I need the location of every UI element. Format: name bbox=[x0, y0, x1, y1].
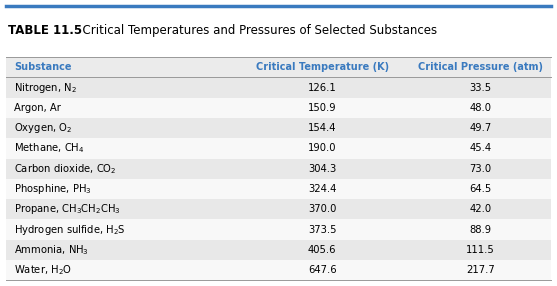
Text: 154.4: 154.4 bbox=[308, 123, 336, 133]
Text: Oxygen, O$_2$: Oxygen, O$_2$ bbox=[14, 121, 72, 135]
Text: Water, H$_2$O: Water, H$_2$O bbox=[14, 263, 72, 277]
Bar bbox=[6, 57, 551, 78]
Text: 373.5: 373.5 bbox=[308, 225, 336, 235]
Text: 324.4: 324.4 bbox=[308, 184, 336, 194]
Text: Nitrogen, N$_2$: Nitrogen, N$_2$ bbox=[14, 81, 77, 95]
Text: 126.1: 126.1 bbox=[308, 83, 336, 93]
Text: Critical Pressure (atm): Critical Pressure (atm) bbox=[418, 62, 543, 72]
Bar bbox=[6, 6, 551, 54]
Text: Substance: Substance bbox=[14, 62, 71, 72]
Text: 42.0: 42.0 bbox=[470, 204, 491, 214]
Bar bbox=[6, 199, 551, 219]
Bar bbox=[6, 240, 551, 260]
Bar bbox=[6, 219, 551, 240]
Bar bbox=[6, 138, 551, 159]
Bar bbox=[6, 179, 551, 199]
Text: 111.5: 111.5 bbox=[466, 245, 495, 255]
Text: 370.0: 370.0 bbox=[308, 204, 336, 214]
Text: 48.0: 48.0 bbox=[470, 103, 491, 113]
Text: 73.0: 73.0 bbox=[470, 164, 491, 174]
Text: Critical Temperature (K): Critical Temperature (K) bbox=[256, 62, 389, 72]
Bar bbox=[6, 260, 551, 280]
Text: Methane, CH$_4$: Methane, CH$_4$ bbox=[14, 142, 85, 155]
Text: Phosphine, PH$_3$: Phosphine, PH$_3$ bbox=[14, 182, 91, 196]
Text: 304.3: 304.3 bbox=[308, 164, 336, 174]
Text: 33.5: 33.5 bbox=[470, 83, 491, 93]
Text: Hydrogen sulfide, H$_2$S: Hydrogen sulfide, H$_2$S bbox=[14, 223, 125, 237]
Text: Argon, Ar: Argon, Ar bbox=[14, 103, 61, 113]
Text: 217.7: 217.7 bbox=[466, 265, 495, 275]
Text: 49.7: 49.7 bbox=[470, 123, 492, 133]
Text: 405.6: 405.6 bbox=[308, 245, 336, 255]
Text: TABLE 11.5: TABLE 11.5 bbox=[8, 23, 82, 37]
Text: Critical Temperatures and Pressures of Selected Substances: Critical Temperatures and Pressures of S… bbox=[75, 23, 437, 37]
Bar bbox=[6, 78, 551, 98]
Text: Propane, CH$_3$CH$_2$CH$_3$: Propane, CH$_3$CH$_2$CH$_3$ bbox=[14, 202, 121, 216]
Text: 190.0: 190.0 bbox=[308, 144, 336, 154]
Bar bbox=[6, 118, 551, 138]
Text: Ammonia, NH$_3$: Ammonia, NH$_3$ bbox=[14, 243, 89, 257]
Text: Carbon dioxide, CO$_2$: Carbon dioxide, CO$_2$ bbox=[14, 162, 116, 176]
Bar bbox=[6, 98, 551, 118]
Bar bbox=[6, 159, 551, 179]
Text: 88.9: 88.9 bbox=[470, 225, 491, 235]
Text: 45.4: 45.4 bbox=[470, 144, 491, 154]
Text: 647.6: 647.6 bbox=[308, 265, 336, 275]
Text: 150.9: 150.9 bbox=[308, 103, 336, 113]
Text: 64.5: 64.5 bbox=[470, 184, 492, 194]
